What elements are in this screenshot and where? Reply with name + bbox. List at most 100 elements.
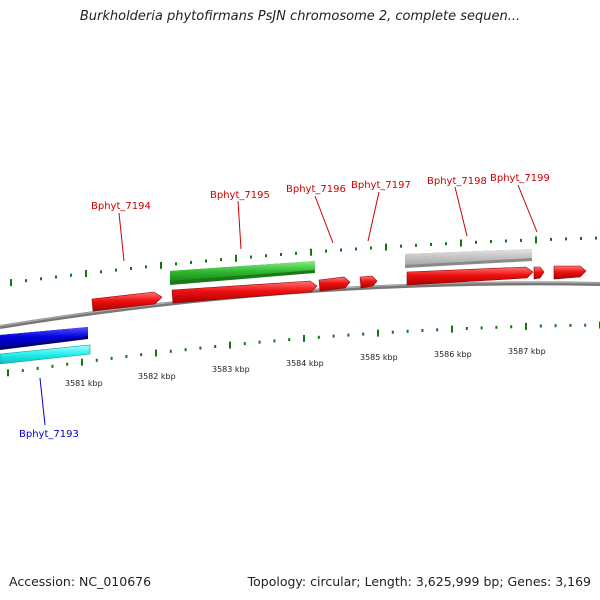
gene-label-bphyt-7194[interactable]: Bphyt_7194 [91, 201, 151, 212]
minor-tick [130, 267, 132, 270]
major-tick [451, 325, 453, 333]
gene-arrow-bphyt-7194[interactable] [91, 291, 163, 312]
minor-tick [465, 327, 468, 330]
minor-tick [480, 326, 483, 330]
minor-tick [243, 342, 246, 346]
feature-cyan[interactable] [0, 344, 91, 365]
minor-tick [580, 237, 582, 240]
gene-label-bphyt-7198[interactable]: Bphyt_7198 [427, 176, 487, 187]
gene-label-bphyt-7199[interactable]: Bphyt_7199 [490, 173, 550, 184]
minor-tick [550, 237, 552, 241]
minor-tick [184, 348, 187, 352]
minor-tick [140, 353, 143, 357]
label-leader-lines [39, 184, 538, 426]
minor-tick [406, 329, 409, 333]
minor-tick [125, 355, 128, 358]
minor-tick [362, 332, 365, 336]
minor-tick [205, 259, 207, 263]
gene-arrow-next[interactable] [553, 265, 587, 280]
minor-tick [288, 338, 291, 342]
major-tick [525, 322, 527, 330]
minor-tick [190, 260, 192, 264]
minor-tick [370, 246, 372, 250]
minor-tick [475, 240, 477, 244]
gene-arrow-bphyt-7199[interactable] [533, 266, 545, 280]
scale-tick-label: 3581 kbp [65, 379, 103, 388]
gene-label-bphyt-7197[interactable]: Bphyt_7197 [351, 180, 411, 191]
minor-tick [510, 325, 513, 329]
minor-tick [70, 273, 72, 277]
minor-tick [25, 279, 27, 283]
feature-blue[interactable] [0, 327, 88, 350]
minor-tick [36, 366, 39, 370]
major-tick [160, 261, 162, 269]
minor-tick [66, 362, 69, 366]
minor-tick [110, 356, 113, 360]
minor-tick [430, 243, 432, 246]
minor-tick [539, 324, 542, 328]
scale-tick-label: 3583 kbp [212, 365, 250, 374]
scale-tick-label: 3582 kbp [138, 372, 176, 381]
minor-tick [391, 330, 394, 334]
minor-tick [520, 238, 522, 242]
scale-tick-label: 3586 kbp [434, 350, 472, 359]
major-tick [310, 248, 312, 256]
major-tick [81, 358, 83, 366]
major-tick [235, 254, 237, 262]
major-tick [10, 279, 12, 287]
minor-tick [421, 329, 424, 332]
map-title: Burkholderia phytofirmans PsJN chromosom… [79, 9, 521, 24]
minor-tick [495, 325, 498, 329]
minor-tick [250, 255, 252, 259]
major-tick [155, 349, 157, 357]
major-tick [7, 369, 9, 377]
minor-tick [554, 324, 557, 328]
major-tick [303, 334, 305, 342]
scale-tick-label: 3584 kbp [286, 359, 324, 368]
major-tick [385, 243, 387, 251]
minor-tick [400, 244, 402, 248]
gene-labels: Bphyt_7193 Bphyt_7194 Bphyt_7195 Bphyt_7… [19, 173, 550, 440]
upper-tick-row [10, 236, 597, 287]
minor-tick [21, 369, 24, 373]
lower-tick-row [7, 321, 600, 377]
scale-tick-label: 3585 kbp [360, 353, 398, 362]
gene-arrow-bphyt-7198[interactable] [406, 266, 534, 286]
gene-arrow-bphyt-7195[interactable] [171, 280, 318, 304]
minor-tick [595, 236, 597, 240]
minor-tick [100, 270, 102, 274]
feature-green[interactable] [170, 261, 315, 285]
minor-tick [95, 358, 98, 362]
gene-label-bphyt-7196[interactable]: Bphyt_7196 [286, 184, 346, 195]
gene-arrow-bphyt-7196[interactable] [318, 276, 351, 292]
minor-tick [325, 249, 327, 253]
minor-tick [415, 243, 417, 247]
gene-arrow-bphyt-7197[interactable] [359, 275, 378, 289]
minor-tick [55, 275, 57, 279]
minor-tick [265, 254, 267, 258]
minor-tick [340, 248, 342, 252]
minor-tick [569, 323, 572, 327]
minor-tick [445, 242, 447, 246]
gene-label-bphyt-7193[interactable]: Bphyt_7193 [19, 429, 79, 440]
accession-text: Accession: NC_010676 [9, 574, 152, 589]
minor-tick [51, 364, 54, 368]
genome-summary-text: Topology: circular; Length: 3,625,999 bp… [247, 574, 591, 589]
minor-tick [347, 333, 350, 337]
scale-labels: 3581 kbp 3582 kbp 3583 kbp 3584 kbp 3585… [65, 347, 546, 388]
feature-gray[interactable] [405, 249, 532, 268]
minor-tick [273, 339, 276, 343]
minor-tick [436, 328, 439, 332]
minor-tick [40, 277, 42, 281]
minor-tick [332, 334, 335, 338]
minor-tick [199, 346, 202, 350]
minor-tick [175, 262, 177, 266]
gene-label-bphyt-7195[interactable]: Bphyt_7195 [210, 190, 270, 201]
minor-tick [145, 265, 147, 269]
minor-tick [258, 340, 261, 344]
major-tick [535, 236, 537, 244]
major-tick [377, 329, 379, 337]
minor-tick [295, 251, 297, 255]
minor-tick [490, 240, 492, 244]
